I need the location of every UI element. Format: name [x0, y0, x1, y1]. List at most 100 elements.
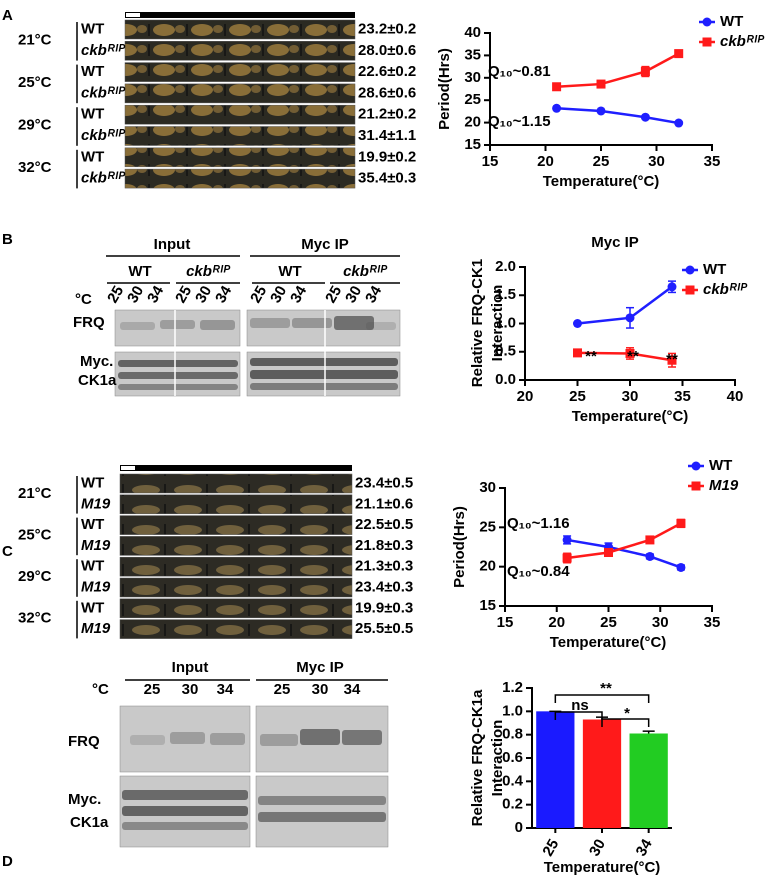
- group-label: Myc IP: [301, 236, 349, 253]
- x-tick-label: 20: [548, 614, 565, 631]
- point: [552, 103, 562, 113]
- strain-label: ckbᴿᴵᴾ: [81, 127, 126, 144]
- period-label: 19.9±0.2: [358, 148, 416, 165]
- annotation: Q₁₀~1.15: [488, 113, 551, 130]
- strain-label: WT: [81, 558, 104, 575]
- period-label: 23.2±0.2: [358, 20, 416, 37]
- blot-band: [130, 735, 165, 745]
- period-label: 25.5±0.5: [355, 620, 413, 637]
- y-tick-label: 15: [479, 597, 496, 614]
- strain-label: ckbᴿᴵᴾ: [186, 263, 231, 280]
- race-tube: [119, 515, 353, 535]
- y-tick-label: 35: [464, 46, 481, 63]
- lane-label: 25: [104, 283, 127, 306]
- period-label: 21.1±0.6: [355, 495, 413, 512]
- series-line: [556, 107, 679, 125]
- lane-label: 30: [312, 681, 329, 698]
- annotation: **: [666, 351, 678, 368]
- race-tube: [124, 19, 356, 40]
- blot-band: [258, 796, 386, 805]
- temperature-label: 21°C: [18, 31, 52, 48]
- strain-label: M19: [81, 537, 111, 554]
- period-label: 23.4±0.3: [355, 578, 413, 595]
- point: [625, 313, 635, 323]
- strain-label: WT: [81, 106, 104, 123]
- point: [604, 548, 613, 558]
- lane-label: 30: [267, 283, 290, 306]
- x-axis-title: Temperature(°C): [550, 634, 667, 651]
- legend-label: ckbᴿᴵᴾ: [703, 281, 748, 298]
- annotation: **: [627, 348, 639, 365]
- panel-label: B: [2, 231, 13, 248]
- temp-label: °C: [75, 291, 92, 308]
- y-tick-label: 1.0: [502, 702, 523, 719]
- point: [640, 67, 650, 77]
- y-tick-label: 25: [479, 518, 496, 535]
- legend-marker: [691, 461, 701, 471]
- blot: [246, 309, 401, 347]
- x-tick-label: 35: [674, 388, 691, 405]
- temperature-label: 29°C: [18, 116, 52, 133]
- point: [676, 562, 686, 572]
- panel-label: D: [2, 853, 13, 870]
- x-tick-label: 25: [569, 388, 586, 405]
- blot-band: [292, 318, 332, 328]
- lane-label: 25: [144, 681, 161, 698]
- x-tick-label: 40: [727, 388, 744, 405]
- annotation: *: [624, 705, 630, 722]
- blot-band: [160, 320, 195, 329]
- race-tube: [124, 41, 356, 61]
- temperature-label: 32°C: [18, 159, 52, 176]
- x-axis-title: Temperature(°C): [544, 859, 661, 876]
- point: [625, 348, 635, 358]
- blot: [114, 309, 241, 347]
- lane-label: 34: [287, 282, 310, 306]
- race-tube: [119, 577, 353, 598]
- series-line: [566, 538, 682, 569]
- point: [640, 112, 650, 122]
- race-tube: [124, 147, 356, 168]
- blot-band: [258, 812, 386, 822]
- temp-label: °C: [92, 681, 109, 698]
- x-tick-label: 30: [652, 614, 669, 631]
- legend-label: M19: [709, 477, 739, 494]
- row-label: FRQ: [73, 314, 105, 331]
- y-tick-label: 15: [464, 136, 481, 153]
- blot-band: [118, 384, 238, 390]
- x-tick-label: 20: [517, 388, 534, 405]
- y-tick-label: 20: [464, 114, 481, 131]
- strain-label: M19: [81, 620, 111, 637]
- y-axis-title: Relative FRQ-CK1: [469, 259, 486, 387]
- legend-marker: [685, 265, 695, 275]
- annotation: Q₁₀~1.16: [507, 515, 570, 532]
- race-tube: [124, 104, 356, 125]
- blot-band: [300, 729, 340, 745]
- annotation: **: [600, 680, 612, 697]
- period-label: 28.6±0.6: [358, 84, 416, 101]
- point: [596, 79, 606, 89]
- x-tick-label: 35: [704, 153, 721, 170]
- strain-label: ckbᴿᴵᴾ: [343, 263, 388, 280]
- point: [596, 106, 606, 116]
- time-bar-start: [121, 466, 135, 470]
- annotation: Q₁₀~0.81: [488, 63, 551, 80]
- legend-label: WT: [720, 13, 743, 30]
- lane-label: 34: [344, 681, 361, 698]
- y-tick-label: 1.0: [495, 314, 516, 331]
- blot-band: [250, 370, 398, 379]
- strain-label: WT: [81, 63, 104, 80]
- panel-label: C: [2, 543, 13, 560]
- blot: [255, 775, 389, 848]
- y-tick-label: 1.5: [495, 286, 516, 303]
- blot-band: [260, 734, 298, 746]
- x-axis-title: Temperature(°C): [572, 408, 689, 425]
- lane-label: 25: [322, 283, 345, 306]
- y-tick-label: 0.8: [502, 726, 523, 743]
- period-label: 22.5±0.5: [355, 516, 413, 533]
- lane-label: 25: [247, 283, 270, 306]
- x-tick-label: 30: [622, 388, 639, 405]
- lane-label: 30: [182, 681, 199, 698]
- x-tick-label: 35: [704, 614, 721, 631]
- legend-label: WT: [703, 261, 726, 278]
- lane-label: 34: [144, 282, 167, 306]
